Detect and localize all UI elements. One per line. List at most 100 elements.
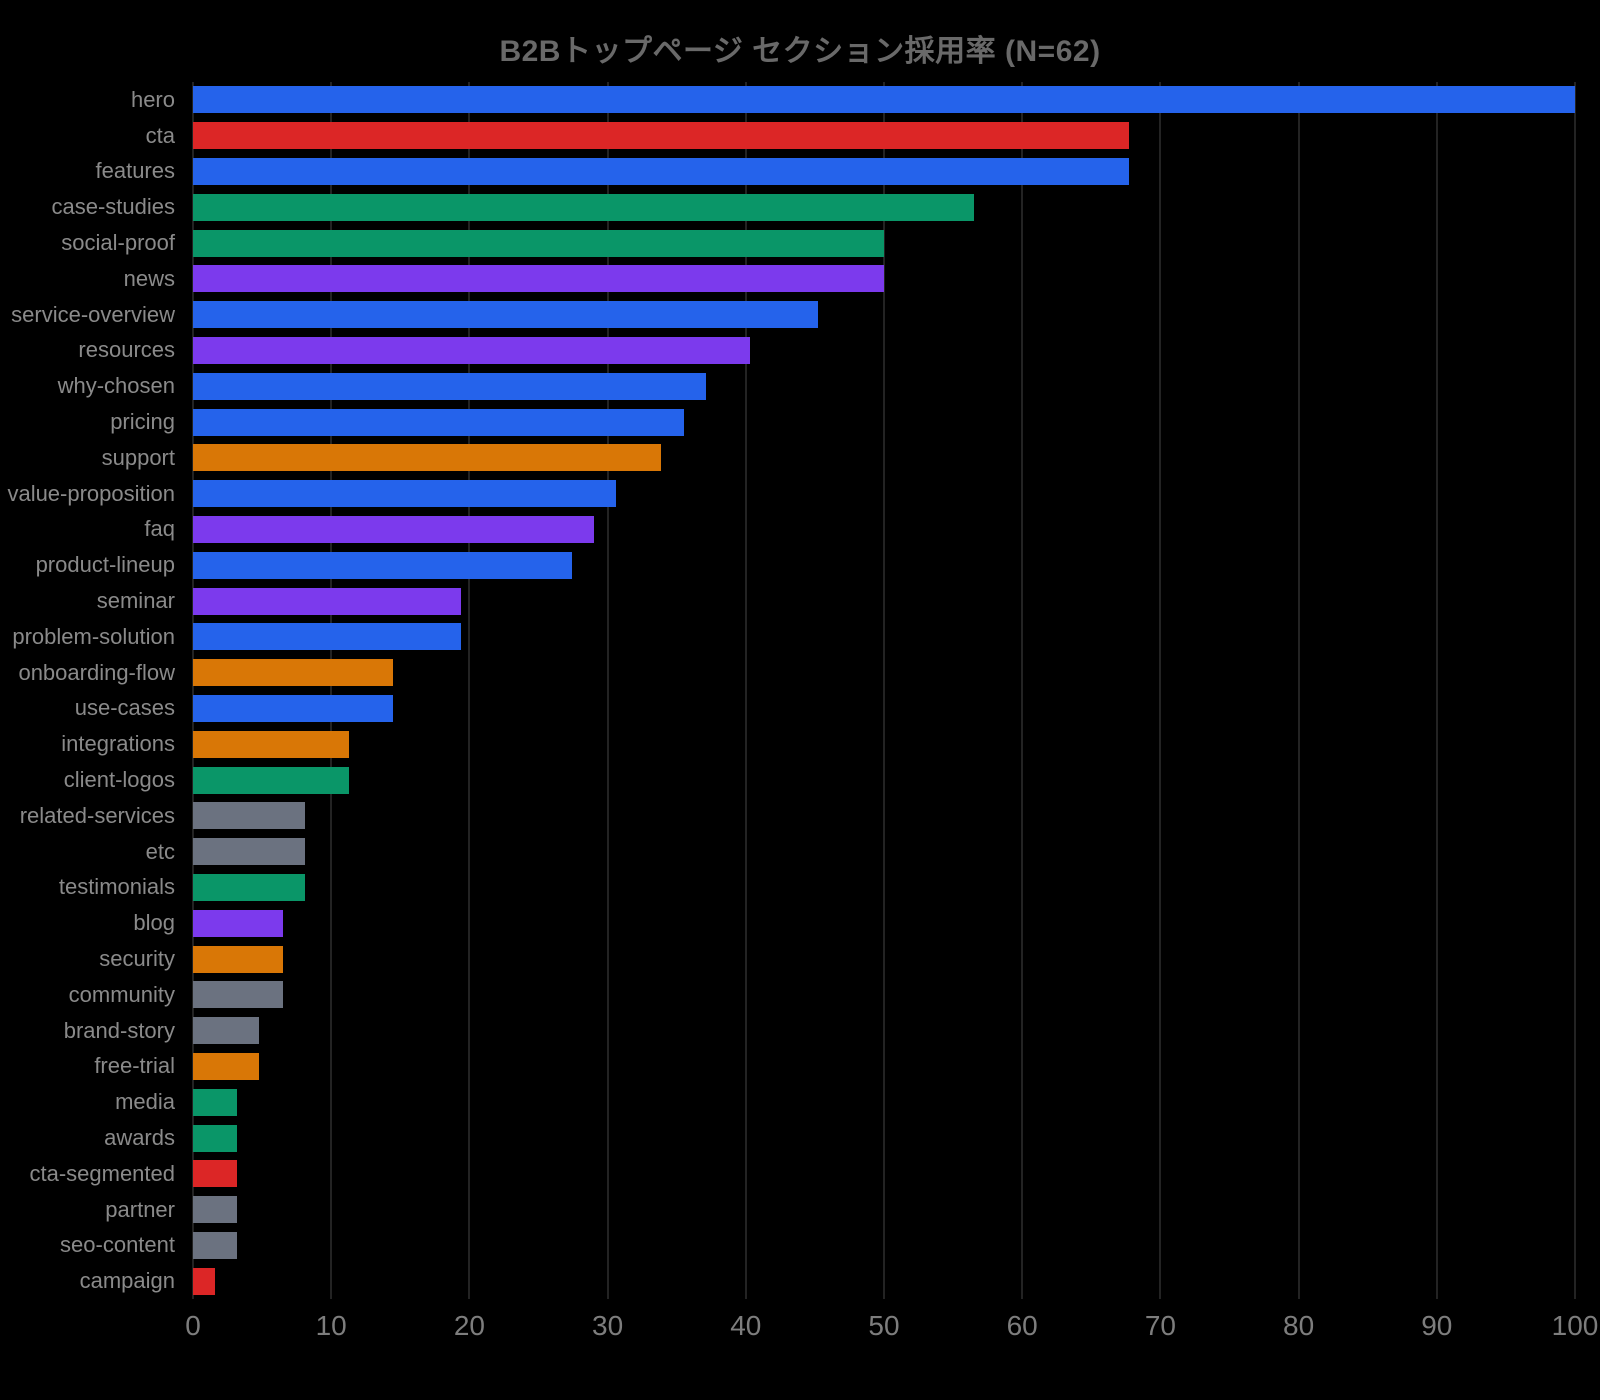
category-label: free-trial	[94, 1053, 175, 1079]
bar	[193, 766, 350, 794]
bar-row-free-trial: free-trial	[94, 1049, 1575, 1085]
bar	[193, 945, 283, 973]
category-label: security	[99, 946, 175, 972]
x-axis: 0 10 20 30 40 50 60 70 80 90 100	[185, 1310, 1598, 1348]
bar	[193, 1124, 238, 1152]
bar-row-cta-segmented: cta-segmented	[29, 1156, 1575, 1192]
category-label: blog	[133, 910, 175, 936]
bar-row-case-studies: case-studies	[51, 189, 1575, 225]
category-label: partner	[105, 1196, 175, 1222]
bar-row-onboarding-flow: onboarding-flow	[18, 655, 1575, 691]
gridline-70	[1159, 82, 1162, 1299]
bar	[193, 515, 594, 543]
bar-row-faq: faq	[144, 512, 1575, 548]
x-tick-label: 20	[453, 1310, 485, 1341]
category-label: hero	[130, 86, 175, 112]
bar-row-seminar: seminar	[97, 583, 1575, 619]
bar	[193, 1196, 238, 1224]
bar	[193, 730, 350, 758]
bar	[193, 301, 818, 329]
category-label: case-studies	[51, 194, 175, 220]
bar	[193, 86, 1575, 114]
gridline-10	[330, 82, 333, 1299]
category-label: news	[123, 265, 175, 291]
bar	[193, 1017, 260, 1045]
category-label: support	[101, 444, 175, 470]
gridlines	[192, 82, 1576, 1299]
category-label: cta	[145, 122, 175, 148]
x-tick-label: 60	[1006, 1310, 1038, 1341]
bar	[193, 444, 662, 472]
bar	[193, 909, 283, 937]
category-label: seo-content	[60, 1232, 175, 1258]
gridline-0	[192, 82, 194, 1299]
gridline-30	[606, 82, 609, 1299]
bar	[193, 659, 394, 687]
bar-row-integrations: integrations	[61, 726, 1575, 762]
category-label: service-overview	[11, 301, 175, 327]
bar	[193, 587, 462, 615]
x-tick-label: 90	[1421, 1310, 1453, 1341]
bar-row-etc: etc	[146, 834, 1575, 870]
bar	[193, 1052, 260, 1080]
category-label: social-proof	[61, 230, 175, 256]
bar-row-related-services: related-services	[20, 798, 1575, 834]
category-label: faq	[144, 516, 175, 542]
gridline-100	[1574, 82, 1576, 1299]
bar	[193, 623, 462, 651]
bar	[193, 193, 974, 221]
bar-row-support: support	[102, 440, 1575, 476]
gridline-20	[468, 82, 471, 1299]
bar-row-hero: hero	[131, 82, 1575, 118]
category-label: etc	[145, 838, 175, 864]
bar	[193, 551, 572, 579]
chart-title: B2Bトップページ セクション採用率 (N=62)	[499, 35, 1101, 68]
bar-row-why-chosen: why-chosen	[58, 368, 1575, 404]
bar	[193, 229, 884, 257]
bar-row-problem-solution: problem-solution	[12, 619, 1575, 655]
bar-row-resources: resources	[78, 333, 1575, 369]
bar-rows: hero cta features case-studies social-proof n…	[7, 82, 1575, 1299]
x-tick-label: 40	[730, 1310, 762, 1341]
bar	[193, 408, 684, 436]
category-label: pricing	[110, 409, 175, 435]
bar-row-pricing: pricing	[110, 404, 1575, 440]
bar	[193, 1088, 238, 1116]
bar	[193, 265, 884, 293]
bar-row-partner: partner	[105, 1192, 1575, 1228]
category-label: client-logos	[63, 767, 175, 793]
bar	[193, 694, 394, 722]
bar	[193, 336, 750, 364]
bar-row-testimonials: testimonials	[59, 870, 1575, 906]
category-label: features	[95, 158, 176, 184]
category-label: related-services	[19, 802, 175, 828]
category-label: testimonials	[58, 874, 175, 900]
x-tick-label: 30	[592, 1310, 624, 1341]
category-label: seminar	[96, 588, 175, 614]
category-label: campaign	[79, 1268, 175, 1294]
category-label: problem-solution	[12, 623, 175, 649]
x-tick-label: 80	[1283, 1310, 1315, 1341]
bar-row-brand-story: brand-story	[64, 1013, 1575, 1049]
bar-row-use-cases: use-cases	[75, 691, 1575, 727]
category-label: awards	[104, 1125, 175, 1150]
gridline-60	[1021, 82, 1024, 1299]
category-label: product-lineup	[35, 552, 175, 578]
bar-row-cta: cta	[146, 118, 1575, 154]
bar	[193, 122, 1129, 150]
category-label: community	[68, 981, 175, 1007]
bar	[193, 157, 1129, 185]
bar-row-features: features	[96, 154, 1575, 190]
bar-row-product-lineup: product-lineup	[36, 547, 1575, 583]
category-label: onboarding-flow	[18, 659, 175, 685]
category-label: value-proposition	[7, 480, 175, 506]
category-label: cta-segmented	[29, 1160, 175, 1186]
bar	[193, 480, 616, 508]
bar-row-client-logos: client-logos	[64, 762, 1575, 798]
bar-row-news: news	[124, 261, 1575, 297]
bar	[193, 802, 305, 830]
x-tick-label: 10	[315, 1310, 347, 1341]
gridline-90	[1435, 82, 1438, 1299]
bar	[193, 1267, 216, 1295]
